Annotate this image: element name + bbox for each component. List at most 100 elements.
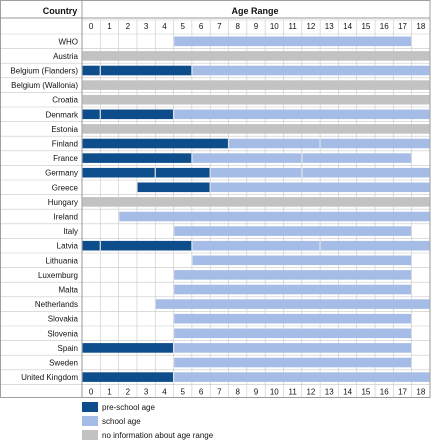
bars bbox=[82, 36, 430, 382]
country-label: Belgium (Flanders) bbox=[10, 67, 78, 76]
x-tick-label-top: 15 bbox=[361, 22, 370, 31]
x-tick-label-top: 2 bbox=[126, 22, 131, 31]
bar-segment-school bbox=[174, 328, 412, 339]
country-label: Lithuania bbox=[46, 256, 79, 265]
country-label: Belgium (Wallonia) bbox=[11, 81, 78, 90]
bar-segment-school bbox=[174, 313, 412, 324]
x-tick-label-bottom: 3 bbox=[144, 387, 149, 396]
bar-segment-school bbox=[174, 372, 430, 382]
x-tick-label-bottom: 9 bbox=[254, 387, 259, 396]
bar-segment-pre-school bbox=[155, 167, 210, 178]
x-tick-label-top: 17 bbox=[398, 22, 407, 31]
bar-segment-no-info bbox=[82, 124, 430, 134]
bar-segment-no-info bbox=[82, 197, 430, 207]
x-tick-label-top: 18 bbox=[416, 22, 425, 31]
x-tick-label-bottom: 10 bbox=[270, 387, 279, 396]
x-tick-label-bottom: 11 bbox=[288, 387, 297, 396]
legend-swatch-school bbox=[82, 416, 98, 426]
bar-segment-school bbox=[302, 153, 412, 163]
x-tick-label-top: 9 bbox=[254, 22, 259, 31]
country-label: Malta bbox=[58, 286, 78, 295]
x-tick-label-bottom: 16 bbox=[380, 387, 389, 396]
bar-segment-school bbox=[119, 211, 430, 222]
bar-segment-school bbox=[174, 343, 412, 353]
country-label: Luxemburg bbox=[38, 271, 78, 280]
bar-segment-school bbox=[210, 167, 302, 178]
x-tick-label-top: 12 bbox=[306, 22, 315, 31]
bar-segment-no-info bbox=[82, 51, 430, 61]
x-tick-label-bottom: 2 bbox=[126, 387, 131, 396]
legend-label: pre-school age bbox=[102, 403, 155, 412]
legend-swatch-no-info bbox=[82, 430, 98, 440]
x-tick-label-top: 14 bbox=[343, 22, 352, 31]
bar-segment-pre-school bbox=[100, 240, 192, 251]
country-label: Ireland bbox=[54, 213, 78, 222]
bar-segment-school bbox=[229, 138, 320, 149]
row-header: Country bbox=[43, 6, 78, 16]
bar-segment-no-info bbox=[82, 94, 430, 105]
x-tick-label-bottom: 6 bbox=[199, 387, 204, 396]
country-label: Finland bbox=[52, 140, 78, 149]
country-label: Germany bbox=[45, 169, 78, 178]
legend-label: school age bbox=[102, 417, 141, 426]
chart-title: Age Range bbox=[231, 6, 278, 16]
bar-segment-pre-school bbox=[82, 65, 100, 76]
x-tick-label-top: 13 bbox=[325, 22, 334, 31]
country-label: Greece bbox=[52, 183, 79, 192]
bar-segment-school bbox=[320, 240, 430, 251]
bar-segment-pre-school bbox=[82, 153, 192, 163]
x-tick-label-top: 7 bbox=[217, 22, 222, 31]
x-tick-label-bottom: 12 bbox=[306, 387, 315, 396]
bar-segment-pre-school bbox=[82, 372, 173, 382]
x-tick-label-bottom: 5 bbox=[181, 387, 186, 396]
x-tick-label-top: 4 bbox=[162, 22, 167, 31]
bar-segment-no-info bbox=[82, 80, 430, 90]
country-label: Hungary bbox=[48, 198, 78, 207]
country-label: Denmark bbox=[46, 110, 79, 119]
bar-segment-school bbox=[174, 226, 412, 236]
country-label: Netherlands bbox=[35, 300, 78, 309]
table-border bbox=[0, 0, 431, 398]
x-tick-label-top: 16 bbox=[380, 22, 389, 31]
country-labels: WHO Austria Belgium (Flanders) Belgium (Wal… bbox=[10, 37, 79, 382]
frame bbox=[0, 0, 431, 398]
bar-segment-school bbox=[192, 255, 412, 266]
x-tick-label-top: 6 bbox=[199, 22, 204, 31]
bar-segment-school bbox=[192, 240, 320, 251]
bar-segment-school bbox=[174, 109, 430, 120]
x-tick-label-bottom: 4 bbox=[162, 387, 167, 396]
x-tick-label-bottom: 15 bbox=[361, 387, 370, 396]
bar-segment-pre-school bbox=[82, 138, 228, 149]
bar-segment-school bbox=[174, 284, 412, 295]
country-label: Estonia bbox=[51, 125, 78, 134]
bar-segment-pre-school bbox=[100, 65, 192, 76]
bar-segment-pre-school bbox=[82, 109, 100, 120]
country-label: Slovakia bbox=[48, 315, 79, 324]
bar-segment-school bbox=[155, 299, 430, 309]
x-tick-label-bottom: 13 bbox=[325, 387, 334, 396]
x-tick-label-bottom: 8 bbox=[235, 387, 240, 396]
x-tick-label-top: 11 bbox=[288, 22, 297, 31]
axis-ticks: 0011223344556677889910101111121213131414… bbox=[89, 22, 426, 396]
x-tick-label-bottom: 0 bbox=[89, 387, 94, 396]
bar-segment-school bbox=[192, 153, 302, 163]
bar-segment-pre-school bbox=[82, 240, 100, 251]
country-label: Austria bbox=[53, 52, 78, 61]
x-tick-label-top: 3 bbox=[144, 22, 149, 31]
bar-segment-school bbox=[192, 65, 430, 76]
x-tick-label-bottom: 17 bbox=[398, 387, 407, 396]
bar-segment-school bbox=[210, 182, 430, 193]
legend-label: no information about age range bbox=[102, 431, 214, 440]
country-label: Latvia bbox=[57, 242, 79, 251]
x-tick-label-bottom: 1 bbox=[107, 387, 112, 396]
country-label: Italy bbox=[63, 227, 78, 236]
country-label: France bbox=[53, 154, 78, 163]
legend: pre-school age school age no information a… bbox=[82, 402, 214, 440]
country-label: United Kingdom bbox=[21, 373, 78, 382]
bar-segment-school bbox=[174, 357, 412, 368]
country-label: Slovenia bbox=[47, 329, 78, 338]
bar-segment-pre-school bbox=[82, 343, 173, 353]
bar-segment-school bbox=[320, 138, 430, 149]
bar-segment-pre-school bbox=[82, 167, 155, 178]
